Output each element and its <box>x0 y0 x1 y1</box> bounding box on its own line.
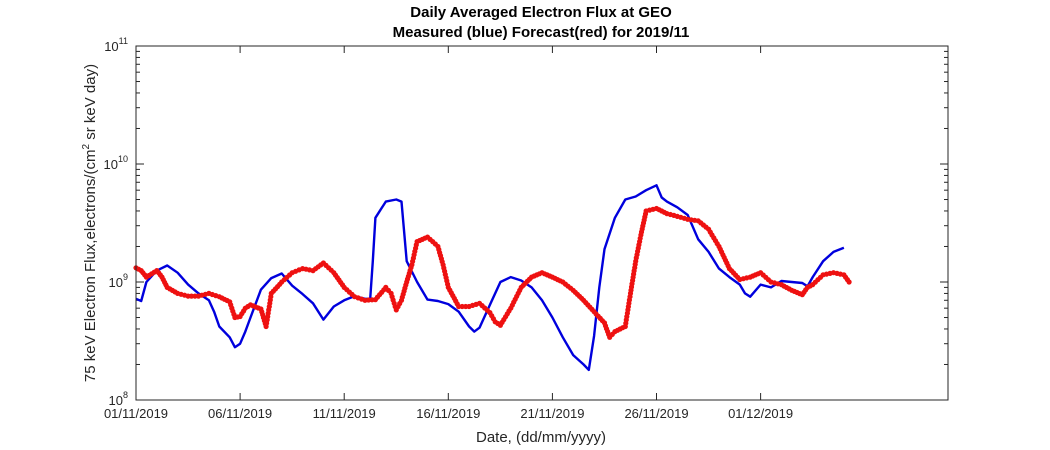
x-tick-label: 11/11/2019 <box>313 406 376 421</box>
x-tick-label: 01/11/2019 <box>104 406 168 421</box>
y-axis-label: 75 keV Electron Flux,electrons/(cm2 sr k… <box>81 64 99 382</box>
y-axis-label-sup: 2 <box>81 144 92 150</box>
forecast-point <box>846 279 852 285</box>
y-axis-label-suffix: sr keV day) <box>82 64 99 144</box>
y-tick-base: 10 <box>104 157 118 172</box>
y-tick-label: 1011 <box>104 36 128 54</box>
x-tick-label: 21/11/2019 <box>520 406 584 421</box>
y-tick-label: 109 <box>109 272 128 290</box>
chart-title: Daily Averaged Electron Flux at GEO <box>410 4 672 21</box>
y-tick-label: 108 <box>109 390 128 408</box>
measured-flux-line <box>135 184 845 372</box>
y-tick-exponent: 8 <box>123 390 128 400</box>
y-tick-base: 10 <box>109 275 123 290</box>
y-tick-label: 1010 <box>104 154 128 172</box>
x-tick-label: 26/11/2019 <box>624 406 688 421</box>
series-layer <box>133 184 852 372</box>
y-axis-label-prefix: 75 keV Electron Flux,electrons/(cm <box>82 150 99 383</box>
x-tick-label: 06/11/2019 <box>208 406 272 421</box>
plot-area <box>136 46 948 400</box>
plot-frame <box>135 45 949 401</box>
y-tick-exponent: 9 <box>123 272 128 282</box>
x-tick-label: 01/12/2019 <box>728 406 793 421</box>
forecast-flux-markers <box>133 205 852 340</box>
y-tick-base: 10 <box>104 39 118 54</box>
chart-subtitle: Measured (blue) Forecast(red) for 2019/1… <box>393 24 690 41</box>
x-tick-label: 16/11/2019 <box>416 406 480 421</box>
x-axis: 01/11/2019 06/11/2019 11/11/2019 16/11/2019… <box>104 46 793 421</box>
y-tick-exponent: 11 <box>119 36 128 46</box>
y-tick-exponent: 10 <box>118 154 128 164</box>
x-axis-label: Date, (dd/mm/yyyy) <box>476 429 606 446</box>
y-tick-base: 10 <box>109 393 123 408</box>
